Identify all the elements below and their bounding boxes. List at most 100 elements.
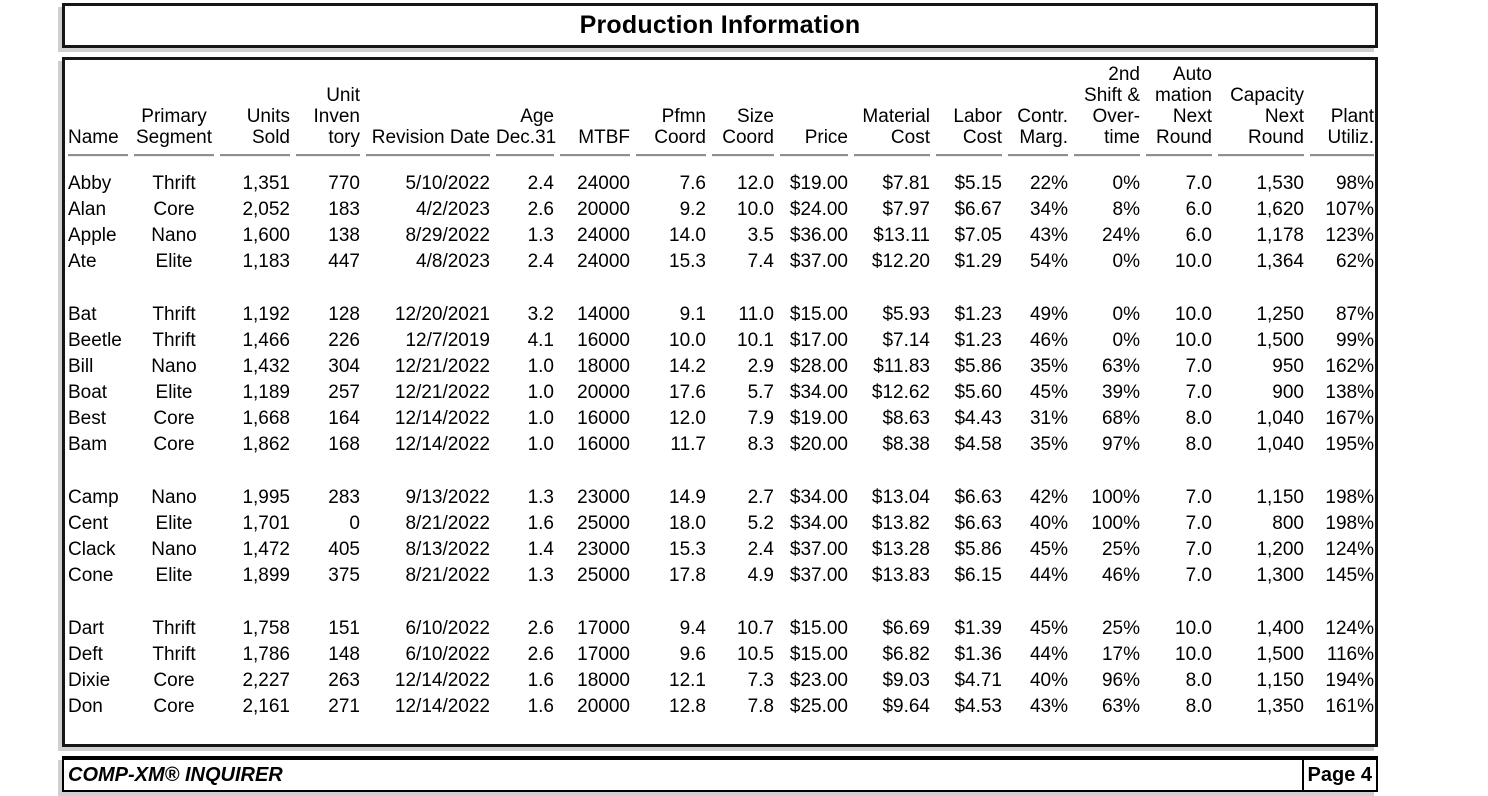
cell-unit-inventory: 168	[328, 434, 360, 455]
column-header-second-shift-overtime: 2nd Shift & Over-time	[1071, 62, 1143, 158]
cell-units-sold: 2,052	[242, 199, 290, 220]
cell-labor-cost: $1.29	[954, 251, 1002, 272]
cell-revision-date: 12/14/2022	[394, 434, 490, 455]
table-row-alan: Alan Core 2,052 183 4/2/2023 2.6 20000 9.2 10.0 $…	[65, 197, 1375, 223]
cell-capacity-next-round: 1,530	[1256, 173, 1304, 194]
table-row-boat: Boat Elite 1,189 257 12/21/2022 1.0 20000 17.6 5…	[65, 380, 1375, 406]
cell-capacity-next-round: 1,178	[1256, 225, 1304, 246]
cell-material-cost: $13.28	[871, 539, 930, 560]
cell-labor-cost: $5.86	[954, 356, 1002, 377]
cell-plant-utiliz: 123%	[1325, 225, 1374, 246]
cell-capacity-next-round: 1,150	[1256, 487, 1304, 508]
cell-price: $37.00	[789, 539, 848, 560]
cell-mtbf: 18000	[577, 356, 630, 377]
cell-unit-inventory: 164	[328, 408, 360, 429]
column-header-unit-inventory: Unit Inven tory	[293, 62, 363, 158]
cell-second-shift-overtime: 100%	[1091, 513, 1140, 534]
cell-second-shift-overtime: 96%	[1101, 670, 1140, 691]
cell-revision-date: 12/20/2021	[394, 304, 490, 325]
cell-price: $23.00	[789, 670, 848, 691]
cell-plant-utiliz: 116%	[1326, 644, 1374, 665]
cell-revision-date: 12/21/2022	[394, 382, 490, 403]
cell-second-shift-overtime: 25%	[1101, 539, 1140, 560]
cell-automation-next-round: 10.0	[1175, 251, 1212, 272]
cell-age-dec31: 2.6	[527, 199, 554, 220]
cell-mtbf: 25000	[577, 565, 630, 586]
cell-age-dec31: 2.6	[527, 618, 554, 639]
cell-mtbf: 16000	[577, 330, 630, 351]
cell-age-dec31: 1.3	[527, 487, 554, 508]
cell-units-sold: 2,227	[242, 670, 290, 691]
cell-name: Bat	[68, 304, 97, 325]
cell-second-shift-overtime: 24%	[1101, 225, 1140, 246]
cell-second-shift-overtime: 68%	[1101, 408, 1140, 429]
cell-revision-date: 8/13/2022	[405, 539, 490, 560]
cell-material-cost: $6.69	[882, 618, 930, 639]
column-header-pfmn-coord: Pfmn Coord	[633, 62, 709, 158]
cell-labor-cost: $6.63	[954, 487, 1002, 508]
cell-plant-utiliz: 98%	[1335, 173, 1374, 194]
cell-labor-cost: $4.53	[954, 696, 1002, 717]
cell-mtbf: 17000	[577, 644, 630, 665]
cell-capacity-next-round: 1,350	[1256, 696, 1304, 717]
cell-price: $37.00	[789, 565, 848, 586]
cell-revision-date: 6/10/2022	[405, 618, 490, 639]
cell-price: $25.00	[789, 696, 848, 717]
cell-primary-segment: Core	[153, 199, 195, 220]
cell-primary-segment: Thrift	[152, 644, 196, 665]
cell-material-cost: $8.38	[882, 434, 930, 455]
cell-automation-next-round: 6.0	[1185, 199, 1212, 220]
cell-material-cost: $5.93	[882, 304, 930, 325]
cell-material-cost: $11.83	[873, 356, 930, 377]
cell-unit-inventory: 138	[328, 225, 360, 246]
cell-size-coord: 10.5	[737, 644, 774, 665]
cell-age-dec31: 1.3	[527, 565, 554, 586]
cell-second-shift-overtime: 0%	[1112, 173, 1140, 194]
cell-labor-cost: $4.43	[954, 408, 1002, 429]
table-row-abby: Abby Thrift 1,351 770 5/10/2022 2.4 24000 7.6 12…	[65, 171, 1375, 197]
cell-second-shift-overtime: 100%	[1091, 487, 1140, 508]
cell-material-cost: $13.83	[871, 565, 930, 586]
cell-primary-segment: Nano	[151, 539, 197, 560]
table-row-cone: Cone Elite 1,899 375 8/21/2022 1.3 25000 17.8 4.…	[65, 563, 1375, 589]
cell-material-cost: $13.82	[871, 513, 930, 534]
cell-revision-date: 8/21/2022	[405, 565, 490, 586]
cell-contr-marg: 43%	[1029, 225, 1068, 246]
cell-capacity-next-round: 1,400	[1256, 618, 1304, 639]
table-row-bam: Bam Core 1,862 168 12/14/2022 1.0 16000 11.7 8.3…	[65, 432, 1375, 458]
table-row-deft: Deft Thrift 1,786 148 6/10/2022 2.6 17000 9.6 10…	[65, 642, 1375, 668]
cell-labor-cost: $4.71	[954, 670, 1002, 691]
cell-plant-utiliz: 124%	[1325, 539, 1374, 560]
cell-contr-marg: 35%	[1029, 434, 1068, 455]
cell-size-coord: 10.1	[737, 330, 774, 351]
cell-capacity-next-round: 800	[1272, 513, 1304, 534]
cell-plant-utiliz: 62%	[1335, 251, 1374, 272]
cell-size-coord: 8.3	[747, 434, 774, 455]
cell-plant-utiliz: 87%	[1335, 304, 1374, 325]
cell-material-cost: $12.62	[871, 382, 930, 403]
cell-name: Ate	[68, 251, 97, 272]
cell-mtbf: 16000	[577, 408, 630, 429]
cell-size-coord: 2.7	[747, 487, 774, 508]
cell-size-coord: 2.9	[747, 356, 774, 377]
table-row-apple: Apple Nano 1,600 138 8/29/2022 1.3 24000 14.0 3.…	[65, 223, 1375, 249]
table-row-dixie: Dixie Core 2,227 263 12/14/2022 1.6 18000 12.1 7…	[65, 668, 1375, 694]
cell-labor-cost: $5.15	[954, 173, 1002, 194]
report-title-panel: Production Information	[62, 3, 1378, 48]
cell-second-shift-overtime: 8%	[1112, 199, 1140, 220]
cell-units-sold: 1,862	[242, 434, 290, 455]
cell-plant-utiliz: 145%	[1325, 565, 1374, 586]
cell-mtbf: 24000	[577, 251, 630, 272]
cell-primary-segment: Thrift	[152, 330, 196, 351]
page-number: Page 4	[1302, 760, 1376, 790]
cell-contr-marg: 44%	[1029, 644, 1068, 665]
cell-contr-marg: 40%	[1029, 513, 1068, 534]
cell-primary-segment: Nano	[151, 356, 197, 377]
cell-primary-segment: Elite	[155, 565, 193, 586]
cell-units-sold: 1,472	[242, 539, 290, 560]
cell-plant-utiliz: 107%	[1325, 199, 1374, 220]
cell-age-dec31: 3.2	[527, 304, 554, 325]
cell-size-coord: 12.0	[737, 173, 774, 194]
table-row-ate: Ate Elite 1,183 447 4/8/2023 2.4 24000 15.3 7.4 $…	[65, 249, 1375, 275]
cell-automation-next-round: 10.0	[1175, 304, 1212, 325]
